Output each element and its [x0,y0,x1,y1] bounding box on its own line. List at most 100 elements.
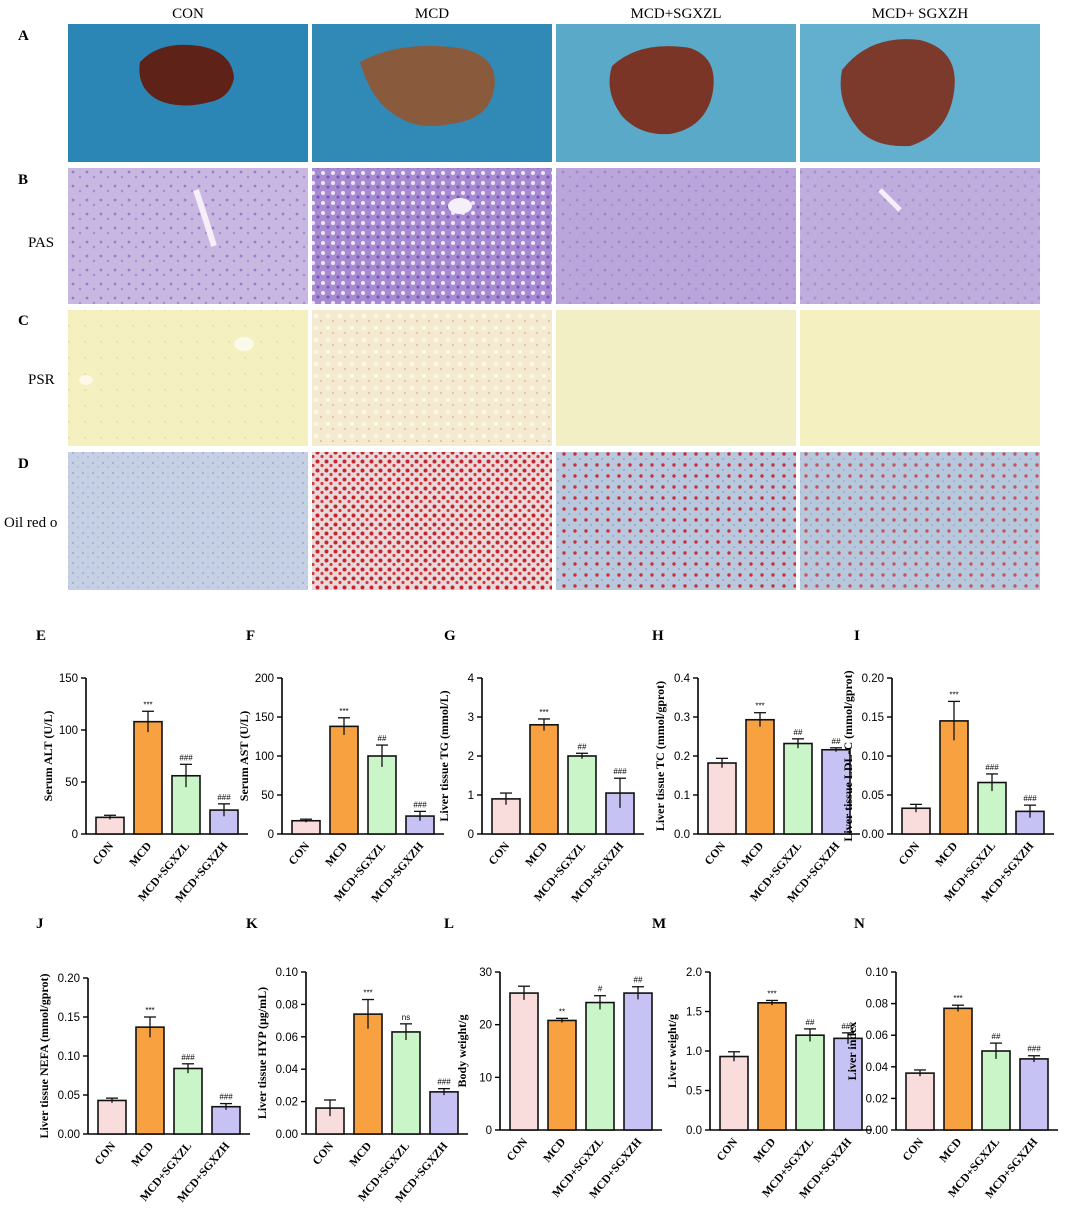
category-label: MCD [323,840,350,869]
significance-label: *** [755,702,764,711]
significance-label: ## [634,976,643,985]
bar [291,819,321,835]
y-tick-label: 0.02 [866,1093,888,1105]
y-axis-label: Serum AST (U/L) [237,711,251,801]
y-tick-label: 0.00 [276,1129,298,1141]
y-tick-label: 0.4 [674,673,691,685]
category-label: MCD [541,1136,568,1165]
y-tick-label: 150 [59,673,78,685]
y-tick-label: 0 [468,829,474,841]
y-tick-label: 0.06 [276,1032,298,1044]
bar [901,807,931,835]
y-tick-label: 0.08 [276,999,298,1011]
panel-letter: N [854,916,865,932]
panel-letter: K [246,916,258,932]
significance-label: ### [1023,794,1037,803]
significance-label: ns [402,1013,410,1022]
bar [745,718,775,835]
category-label: CON [311,1140,337,1168]
category-label: MCD [129,1140,156,1169]
bar [707,762,737,835]
category-label: CON [715,1136,741,1164]
y-tick-label: 0.10 [58,1051,80,1063]
y-axis-label: Liver tissue LDL-C (mmol/gprot) [841,670,855,841]
y-tick-label: 2.0 [686,967,702,979]
bar [783,742,813,835]
panel-letter: J [36,916,44,932]
stain-label-psr: PSR [28,372,55,388]
y-tick-label: 4 [468,673,475,685]
y-axis-label: Liver tissue TC (mmol/gprot) [653,681,667,831]
bar [133,720,163,835]
y-tick-label: 100 [59,725,78,737]
significance-label: ## [794,728,803,737]
bar [1019,1058,1049,1131]
y-tick-label: 0.00 [866,1125,888,1137]
y-tick-label: 1 [468,790,474,802]
chart-n: N 0.00 0.02 0.04 0.06 0.08 0.10 Liver index CON *… [845,916,1058,1201]
panel-letter: E [36,628,46,644]
y-tick-label: 2 [468,751,474,763]
row-letter-d: D [18,456,29,472]
significance-label: ## [378,734,387,743]
category-label: CON [897,840,923,868]
y-tick-label: 10 [479,1072,492,1084]
y-tick-label: 0 [268,829,274,841]
bar [833,1037,863,1131]
y-tick-label: 0.15 [862,712,884,724]
significance-label: *** [339,707,348,716]
significance-label: ### [841,1022,855,1031]
bar [353,1013,383,1135]
y-tick-label: 0.10 [866,967,888,979]
y-tick-label: 0.3 [674,712,690,724]
significance-label: *** [363,989,372,998]
significance-label: ## [806,1018,815,1027]
bar [211,1105,241,1135]
category-label: MCD [739,840,766,869]
stain-label-oil-red-o: Oil red o [4,515,58,531]
panel-letter: I [854,628,860,644]
y-tick-label: 0.00 [862,829,884,841]
significance-label: *** [767,989,776,998]
significance-label: *** [539,708,548,717]
y-tick-label: 30 [479,967,492,979]
significance-label: *** [145,1006,154,1015]
y-tick-label: 150 [255,712,274,724]
bar [757,1002,787,1131]
significance-label: *** [143,700,152,709]
y-tick-label: 0.04 [276,1064,299,1076]
category-label: CON [487,840,513,868]
panel-letter: G [444,628,456,644]
y-axis-label: Liver tissue NEFA (mmol/gprot) [37,974,51,1139]
chart-j: J 0.00 0.05 0.10 0.15 0.20 Liver tissue NEFA (… [36,916,250,1205]
y-tick-label: 50 [261,790,274,802]
significance-label: ### [217,793,231,802]
significance-label: *** [949,690,958,699]
row-letter-b: B [18,172,29,188]
significance-label: ### [219,1093,233,1102]
y-axis-label: Body weight/g [455,1014,469,1087]
bar [429,1091,459,1135]
significance-label: *** [953,994,962,1003]
y-tick-label: 1.0 [686,1046,702,1058]
y-tick-label: 0.05 [58,1090,80,1102]
category-label: CON [901,1136,927,1164]
y-tick-label: 0.20 [58,973,80,985]
bar [719,1055,749,1131]
y-axis-label: Liver tissue HYP (μg/mL) [255,987,269,1119]
category-label: CON [287,840,313,868]
significance-label: ### [985,763,999,772]
category-label: CON [703,840,729,868]
bar [367,755,397,835]
row-a-photos [68,24,1040,162]
significance-label: ### [179,753,193,762]
y-tick-label: 0.05 [862,790,884,802]
y-tick-label: 0.02 [276,1097,298,1109]
bar [981,1050,1011,1131]
y-tick-label: 20 [479,1020,492,1032]
chart-g: G 0 1 2 3 4 Liver tissue TG (mmol/L) CON *** MCD #… [437,628,644,905]
bar [943,1007,973,1131]
